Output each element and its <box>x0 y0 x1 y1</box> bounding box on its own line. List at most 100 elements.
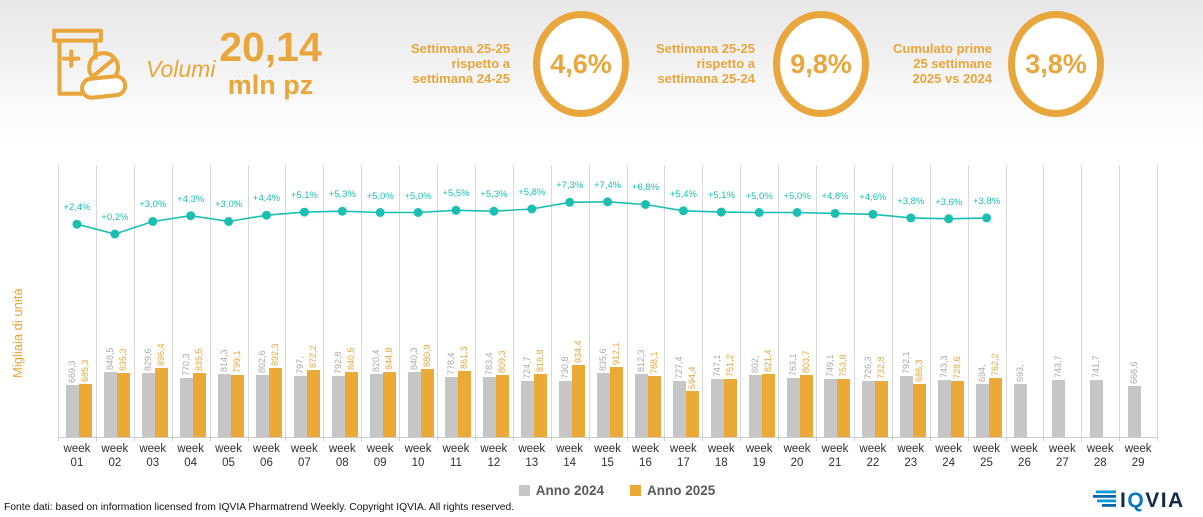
bar-anno-2024 <box>104 372 118 437</box>
x-axis-week-label: week 08 <box>328 443 356 469</box>
x-axis-week-label: week 23 <box>897 443 925 469</box>
grid-line <box>399 165 400 437</box>
x-axis-week-label: week 12 <box>480 443 508 469</box>
trend-pct-label: +3,8% <box>897 195 925 207</box>
trend-marker <box>641 200 650 209</box>
grid-line <box>437 165 438 437</box>
axis-tick <box>96 437 97 441</box>
bar-anno-2025 <box>458 371 472 437</box>
grid-line <box>1119 165 1120 437</box>
axis-tick <box>664 437 665 441</box>
x-axis-week-label: week 17 <box>669 443 697 469</box>
legend-label-2024: Anno 2024 <box>535 483 604 498</box>
trend-pct-label: +5,0% <box>404 190 432 202</box>
bar-anno-2024 <box>597 373 610 437</box>
trend-pct-label: +4,4% <box>252 193 281 205</box>
bar-anno-2025 <box>79 384 93 437</box>
axis-tick <box>134 437 135 441</box>
kpi-label-week-vs-last-year: Settimana 25-25 rispetto a settimana 25-… <box>656 41 755 86</box>
x-axis-week-label: week 11 <box>442 443 470 469</box>
trend-pct-label: +5,4% <box>669 188 697 200</box>
x-axis-week-label: week 07 <box>290 443 318 469</box>
bar-anno-2025 <box>193 373 207 437</box>
trend-line-svg <box>72 197 992 239</box>
axis-tick <box>702 437 703 441</box>
grid-line <box>1043 165 1044 437</box>
x-axis-week-label: week 16 <box>632 443 659 469</box>
bar-anno-2024 <box>180 378 194 437</box>
legend-item-anno-2025: Anno 2025 <box>630 483 715 498</box>
bar-anno-2024 <box>483 377 497 437</box>
bar-anno-2024 <box>824 379 838 437</box>
bar-anno-2024 <box>976 384 989 437</box>
x-axis-week-label: week 29 <box>1124 443 1152 469</box>
grid-line <box>172 165 173 437</box>
x-axis-week-label: week 04 <box>177 443 205 469</box>
bar-anno-2025 <box>496 375 510 437</box>
bar-anno-2025 <box>420 369 434 437</box>
axis-tick <box>513 437 514 441</box>
trend-pct-label: +2,4% <box>63 202 91 214</box>
iqvia-logo-mark <box>1093 490 1116 507</box>
grid-line <box>740 165 741 437</box>
bar-anno-2025 <box>155 368 169 437</box>
trend-pct-label: +7,4% <box>593 179 622 191</box>
total-volume: 20,14 mln pz <box>193 24 348 100</box>
bar-anno-2024 <box>786 378 800 437</box>
bar-chart-plot-area: 669,3 848,5 829,6 770,3 814,3 802,6 797, 792,8 8… <box>58 165 1158 469</box>
source-note: Fonte dati: based on information license… <box>4 502 515 513</box>
axis-tick <box>551 437 552 441</box>
trend-pct-label: +3,8% <box>972 195 1001 207</box>
legend-label-2025: Anno 2025 <box>647 483 716 498</box>
grid-line <box>285 165 286 437</box>
bar-anno-2024 <box>331 376 345 437</box>
kpi-value: 9,8% <box>790 48 852 79</box>
grid-line <box>1006 165 1007 437</box>
trend-pct-label: +7,3% <box>556 180 584 192</box>
grid-line <box>513 165 514 437</box>
bar-anno-2025 <box>685 391 699 437</box>
grid-line <box>702 165 703 437</box>
grid-line <box>1081 165 1082 437</box>
bar-anno-2025 <box>534 374 548 437</box>
bar-anno-2024 <box>142 373 156 437</box>
trend-marker <box>603 197 613 207</box>
axis-tick <box>589 437 590 441</box>
legend-swatch-2025 <box>630 485 641 496</box>
grid-line <box>134 165 135 437</box>
trend-marker <box>678 206 688 216</box>
trend-marker <box>906 213 916 223</box>
axis-tick <box>627 437 628 441</box>
bar-anno-2025 <box>610 367 623 437</box>
bar-anno-2025 <box>382 372 396 437</box>
bar-anno-2025 <box>761 374 775 437</box>
grid-line <box>323 165 324 437</box>
bar-anno-2024 <box>862 381 876 437</box>
bar-anno-2024 <box>1013 384 1027 437</box>
trend-marker <box>413 208 423 217</box>
trend-marker <box>337 206 347 216</box>
bar-anno-2024 <box>255 375 269 437</box>
grid-line <box>551 165 552 437</box>
bar-anno-2024 <box>218 374 231 437</box>
axis-tick <box>475 437 476 441</box>
trend-pct-label: +6,8% <box>631 182 660 194</box>
grid-line <box>627 165 628 437</box>
trend-marker <box>451 205 461 215</box>
x-axis-week-label: week 27 <box>1048 443 1076 469</box>
trend-pct-label: +4,6% <box>859 192 887 204</box>
axis-tick <box>1157 437 1158 441</box>
x-axis-week-label: week 05 <box>215 443 242 469</box>
bar-anno-2025 <box>875 381 889 437</box>
axis-tick <box>968 437 969 441</box>
bar-anno-2024 <box>407 372 421 437</box>
bar-anno-2024 <box>369 374 383 437</box>
legend-swatch-2024 <box>518 485 530 496</box>
trend-pct-label: +5,5% <box>442 188 470 200</box>
trend-pct-label: +5,3% <box>328 189 356 201</box>
axis-tick <box>58 437 59 441</box>
kpi-value: 4,6% <box>550 48 612 79</box>
bar-anno-2024 <box>634 374 648 437</box>
trend-pct-label: +5,0% <box>783 190 811 202</box>
axis-tick <box>361 437 362 441</box>
